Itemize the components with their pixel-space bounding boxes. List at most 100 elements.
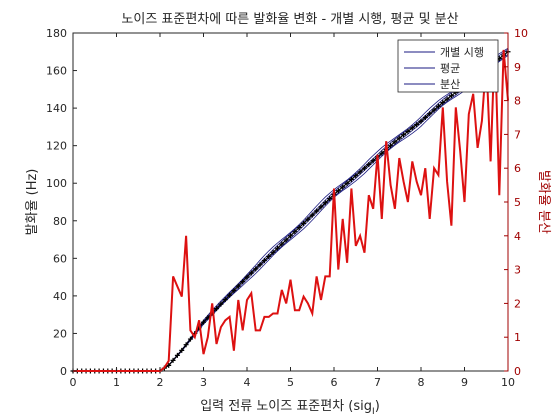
y-left-tick-label: 40 [53, 290, 67, 303]
y-axis-right-label: 발화율 분산 [536, 170, 551, 234]
mean-marker [274, 245, 280, 251]
mean-marker [170, 357, 176, 363]
mean-marker [231, 288, 237, 294]
mean-marker [218, 301, 224, 307]
mean-marker [448, 93, 454, 99]
mean-marker [296, 225, 302, 231]
y-right-tick-label: 10 [514, 27, 528, 40]
mean-marker [187, 336, 193, 342]
y-left-tick-label: 0 [60, 365, 67, 378]
mean-marker [409, 125, 415, 131]
mean-marker [305, 216, 311, 222]
y-axis-left-label: 발화율 (Hz) [25, 169, 40, 236]
mean-marker [248, 270, 254, 276]
mean-marker [301, 220, 307, 226]
mean-marker [288, 233, 293, 239]
mean-marker [422, 115, 428, 120]
mean-marker [292, 229, 298, 235]
mean-marker [261, 258, 267, 264]
y-right-tick-label: 0 [514, 365, 521, 378]
mean-marker [392, 139, 398, 145]
x-tick-label: 10 [501, 376, 515, 389]
x-tick-label: 3 [200, 376, 207, 389]
mean-marker [314, 208, 320, 214]
legend-label-trials: 개별 시행 [440, 46, 484, 59]
mean-marker [322, 200, 328, 206]
mean-marker [235, 283, 241, 289]
y-left-tick-label: 60 [53, 252, 67, 265]
mean-marker [353, 173, 359, 179]
mean-marker [222, 297, 228, 303]
y-left-tick-label: 180 [46, 27, 67, 40]
y-axis-right: 0 1 2 3 4 5 6 7 8 9 10 [504, 27, 528, 378]
x-tick-label: 5 [287, 376, 294, 389]
y-left-tick-label: 20 [53, 327, 67, 340]
y-right-tick-label: 4 [514, 230, 521, 243]
mean-marker [396, 135, 402, 141]
y-right-tick-label: 7 [514, 128, 521, 141]
mean-marker [370, 158, 376, 164]
y-right-tick-label: 5 [514, 196, 521, 209]
y-axis-left: 0 20 40 60 80 100 120 140 160 180 [46, 27, 77, 378]
mean-marker [179, 347, 185, 353]
x-tick-label: 8 [418, 376, 425, 389]
y-left-tick-label: 80 [53, 215, 67, 228]
x-tick-label: 6 [331, 376, 338, 389]
variance-polyline [73, 39, 509, 372]
variance-line [73, 39, 509, 372]
mean-marker [431, 107, 437, 113]
mean-marker [257, 262, 263, 268]
x-tick-label: 2 [157, 376, 164, 389]
mean-marker [214, 306, 220, 312]
y-left-tick-label: 160 [46, 65, 67, 78]
mean-marker [440, 99, 446, 105]
mean-marker [279, 241, 285, 247]
mean-marker [183, 342, 189, 348]
legend-label-variance: 분산 [440, 78, 460, 91]
y-left-tick-label: 120 [46, 140, 67, 153]
mean-marker [240, 279, 246, 285]
mean-marker [266, 253, 272, 259]
x-axis: 0 1 2 3 4 5 6 7 8 9 10 [70, 33, 515, 389]
mean-marker [244, 274, 250, 280]
mean-marker [283, 237, 289, 243]
mean-marker [348, 176, 354, 182]
mean-marker [227, 292, 233, 298]
y-left-tick-label: 140 [46, 102, 67, 115]
mean-marker [174, 352, 180, 358]
y-left-tick-label: 100 [46, 177, 67, 190]
mean-marker [344, 180, 350, 186]
mean-marker [401, 132, 407, 138]
y-right-tick-label: 8 [514, 95, 521, 108]
mean-marker [335, 188, 341, 194]
mean-marker [318, 204, 324, 210]
mean-marker [361, 165, 367, 171]
y-right-tick-label: 6 [514, 162, 521, 175]
x-tick-label: 9 [461, 376, 468, 389]
x-axis-label: 입력 전류 노이즈 표준편차 (sigI) [200, 399, 380, 417]
legend: 개별 시행 평균 분산 [397, 39, 499, 93]
x-tick-label: 4 [244, 376, 251, 389]
legend-label-mean: 평균 [440, 62, 460, 75]
mean-marker [201, 319, 206, 325]
y-right-tick-label: 1 [514, 331, 521, 344]
legend-box [397, 39, 499, 93]
mean-marker [166, 362, 172, 368]
mean-marker [366, 161, 372, 167]
mean-marker [327, 196, 333, 202]
x-tick-label: 0 [70, 376, 77, 389]
mean-marker [435, 103, 441, 109]
mean-marker [309, 212, 315, 218]
mean-marker [388, 143, 394, 149]
mean-marker [405, 128, 411, 134]
mean-marker [418, 118, 424, 124]
mean-marker [379, 150, 385, 156]
mean-marker [340, 184, 346, 190]
mean-marker [253, 266, 259, 272]
x-tick-label: 1 [113, 376, 120, 389]
y-right-tick-label: 3 [514, 264, 521, 277]
mean-marker [357, 169, 363, 175]
mean-marker [270, 249, 276, 255]
y-right-tick-label: 2 [514, 297, 521, 310]
x-tick-label: 7 [374, 376, 381, 389]
